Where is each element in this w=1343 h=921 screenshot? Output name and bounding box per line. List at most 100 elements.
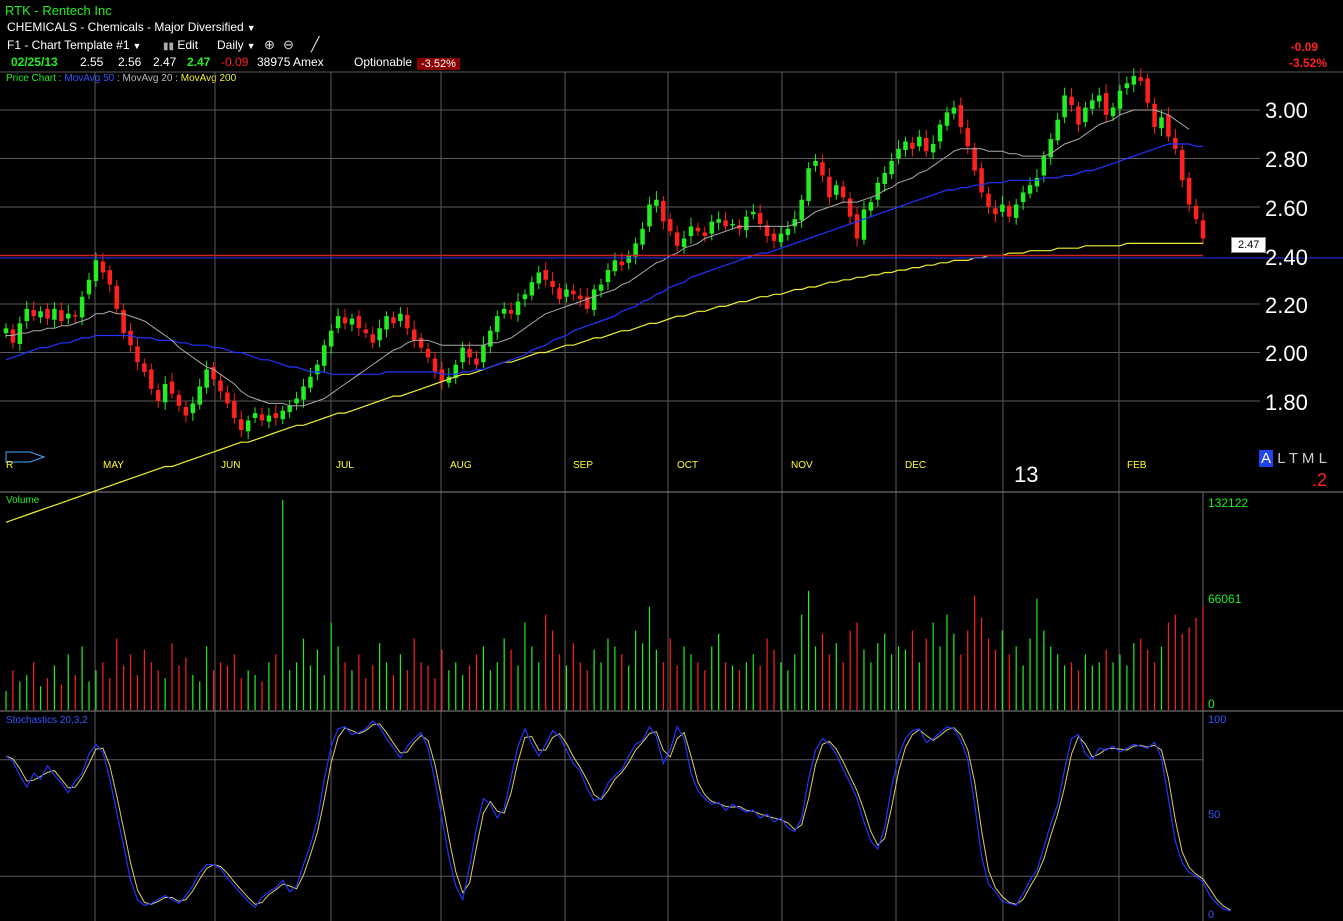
period-dropdown[interactable]: Daily ▼ (217, 38, 256, 52)
candle-body (10, 329, 16, 343)
volume-bars (5, 500, 1204, 710)
zoom-out-icon[interactable]: ⊖ (283, 37, 294, 52)
candle-body (529, 282, 535, 296)
candle-body (820, 162, 825, 176)
candle-body (342, 317, 348, 324)
month-label: JUN (221, 460, 241, 471)
candle-body (1027, 185, 1033, 194)
candle-body (1103, 93, 1109, 115)
candle-body (591, 289, 597, 311)
candle-body (536, 272, 542, 284)
pct-change-badge: -3.52% (417, 54, 460, 72)
volume-panel-title: Volume (6, 495, 40, 506)
price-label: 2.80 (1265, 147, 1308, 172)
legend-ma20: MovAvg 20 (122, 73, 173, 84)
candle-body (287, 405, 292, 412)
candle-body (543, 270, 548, 280)
candle-body (328, 330, 334, 347)
candle-body (1020, 192, 1026, 203)
candle-body (3, 328, 9, 334)
candle-body (854, 214, 860, 239)
candle-body (958, 105, 964, 127)
stoch-label-50: 50 (1208, 809, 1221, 821)
candle-body (232, 401, 237, 418)
candle-body (24, 308, 30, 321)
candle-body (847, 198, 853, 217)
candle-body (799, 199, 804, 221)
candle-body (730, 223, 735, 226)
month-label: MAY (103, 460, 124, 471)
candle-body (903, 141, 908, 151)
candle-body (93, 260, 99, 281)
template-dropdown[interactable]: F1 - Chart Template #1 ▼ (7, 38, 141, 52)
candle-body (1013, 204, 1019, 218)
candle-body (757, 213, 763, 224)
candle-body (142, 363, 147, 372)
candle-body (1083, 107, 1088, 123)
candle-body (176, 394, 182, 406)
corner-red-label: .2 (1312, 470, 1328, 490)
candle-body (488, 330, 493, 347)
candle-body (114, 285, 119, 309)
price-label: 2.20 (1265, 293, 1308, 318)
candle-body (667, 219, 673, 232)
candle-body (121, 310, 126, 334)
candle-body (792, 219, 798, 227)
right-change: -0.09 (1290, 40, 1318, 54)
ltml-text: L T M L (1277, 450, 1327, 467)
stoch-label-0: 0 (1208, 909, 1215, 921)
quote-change: -0.09 (221, 55, 249, 69)
stochastic-panel-title: Stochastics 20,3,2 (6, 715, 88, 726)
bars-icon: ▮▮ (163, 41, 175, 52)
pct-change-value: -3.52% (417, 58, 460, 70)
candle-body (522, 294, 528, 300)
candle-body (1159, 117, 1164, 129)
candle-body (910, 142, 915, 149)
candle-body (301, 386, 306, 400)
quote-open: 2.55 (80, 55, 104, 69)
candle-body (751, 211, 756, 215)
candle-body (501, 308, 507, 314)
candle-body (155, 390, 161, 401)
month-label: SEP (573, 460, 594, 471)
candle-body (771, 233, 777, 241)
candle-body (86, 279, 92, 295)
candle-body (557, 288, 562, 300)
candle-body (1048, 139, 1054, 158)
candle-body (1117, 90, 1123, 109)
candle-body (508, 310, 514, 314)
optionable-label: Optionable (354, 55, 413, 69)
sector-label: CHEMICALS - Chemicals - Major Diversifie… (7, 20, 244, 34)
quote-date: 02/25/13 (11, 55, 58, 69)
candle-body (315, 364, 320, 375)
volume-label-zero: 0 (1208, 697, 1215, 711)
month-label: JUL (336, 460, 354, 471)
candle-body (965, 128, 971, 147)
draw-pen-icon[interactable]: ╱ (311, 36, 320, 52)
candle-body (391, 317, 396, 324)
candle-body (384, 316, 389, 330)
quote-exchange: Amex (293, 55, 324, 69)
candle-body (356, 316, 362, 329)
candle-body (806, 168, 811, 201)
stochastic-k-line (5, 723, 1231, 911)
candle-body (31, 310, 36, 317)
candle-body (252, 413, 258, 418)
candle-body (640, 228, 645, 245)
scroll-arrow-icon[interactable] (5, 451, 46, 463)
candle-body (481, 345, 486, 363)
ma20-line (6, 109, 1190, 407)
edit-button[interactable]: ▮▮ Edit (163, 38, 198, 52)
zoom-in-icon[interactable]: ⊕ (264, 37, 275, 52)
candle-body (225, 392, 230, 404)
candle-body (411, 329, 417, 341)
candle-body (349, 318, 355, 325)
candle-body (100, 261, 106, 273)
candle-body (944, 112, 950, 126)
sector-dropdown[interactable]: CHEMICALS - Chemicals - Major Diversifie… (7, 20, 256, 34)
candle-body (647, 204, 652, 227)
candle-body (1076, 106, 1081, 125)
candle-body (550, 280, 555, 288)
aa-indicator[interactable]: A (1259, 450, 1274, 467)
